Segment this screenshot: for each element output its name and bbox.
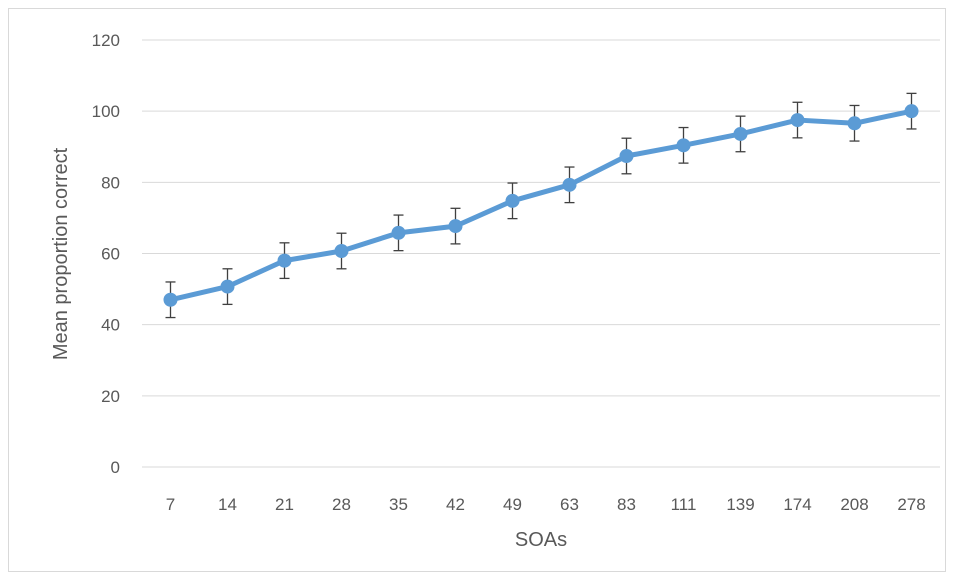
data-point (676, 138, 691, 153)
y-tick-labels: 0 20 40 60 80 100 120 (92, 31, 120, 477)
data-point (790, 113, 805, 128)
series-polyline (168, 108, 914, 303)
x-tick-label: 7 (166, 495, 175, 514)
x-tick-label: 28 (332, 495, 351, 514)
y-axis-title: Mean proportion correct (50, 147, 72, 360)
data-point (847, 116, 862, 131)
x-tick-label: 139 (726, 495, 754, 514)
y-tick-label: 120 (92, 31, 120, 50)
y-tick-label: 100 (92, 102, 120, 121)
y-tick-label: 80 (101, 173, 120, 192)
data-point (277, 253, 292, 268)
x-axis-title: SOAs (515, 529, 567, 551)
x-tick-label: 278 (897, 495, 925, 514)
series-line (163, 104, 919, 307)
data-point (334, 244, 349, 259)
y-tick-label: 20 (101, 387, 120, 406)
x-tick-label: 21 (275, 495, 294, 514)
x-tick-label: 63 (560, 495, 579, 514)
y-tick-label: 0 (111, 458, 120, 477)
data-point (448, 219, 463, 234)
x-tick-label: 83 (617, 495, 636, 514)
x-tick-label: 208 (840, 495, 868, 514)
x-tick-label: 42 (446, 495, 465, 514)
x-tick-label: 14 (218, 495, 237, 514)
x-tick-label: 111 (671, 495, 697, 514)
x-tick-label: 174 (783, 495, 811, 514)
data-point (220, 279, 235, 294)
data-point (163, 292, 178, 307)
error-bars (165, 92, 917, 319)
chart-frame (8, 8, 946, 572)
data-point (733, 126, 748, 141)
data-point (562, 177, 577, 192)
x-tick-labels: 7 14 21 28 35 42 49 63 83 111 139 174 208 278 (166, 495, 926, 514)
x-tick-label: 35 (389, 495, 408, 514)
data-point (619, 149, 634, 164)
data-point (391, 225, 406, 240)
y-tick-label: 60 (101, 245, 120, 264)
data-point (505, 193, 520, 208)
data-point (904, 104, 919, 119)
x-tick-label: 49 (503, 495, 522, 514)
y-tick-label: 40 (101, 316, 120, 335)
gridlines (142, 39, 940, 468)
